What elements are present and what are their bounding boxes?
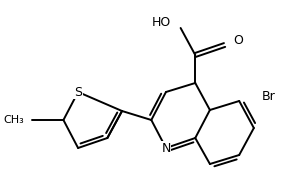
Text: O: O (233, 33, 243, 46)
Text: Br: Br (262, 90, 275, 102)
Text: CH₃: CH₃ (4, 115, 24, 125)
Text: S: S (74, 85, 82, 98)
Text: N: N (161, 142, 171, 154)
Text: HO: HO (152, 16, 171, 28)
